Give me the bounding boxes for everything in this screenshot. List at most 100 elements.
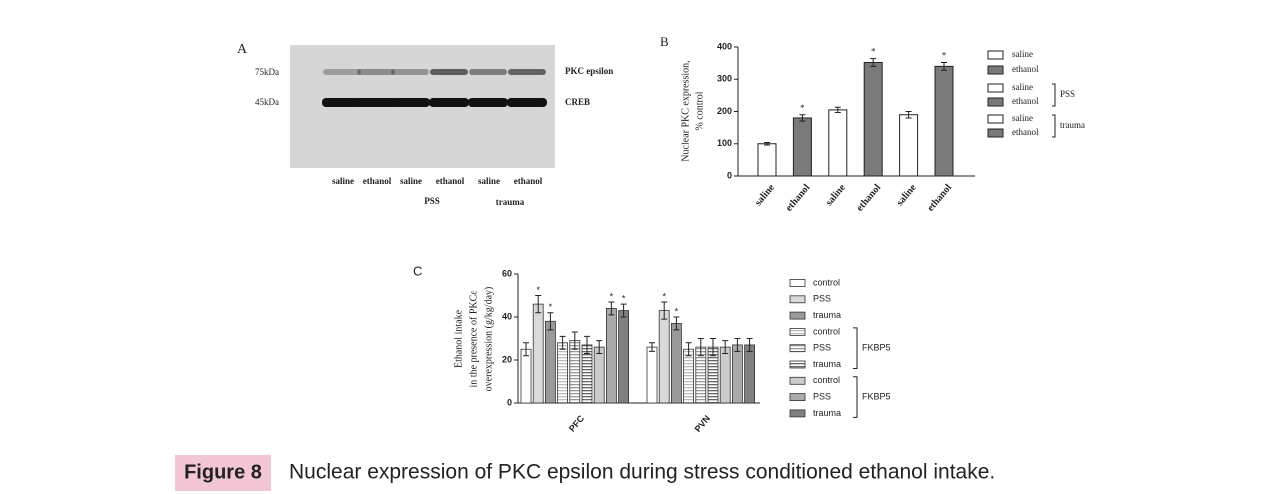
significance-mark: *: [675, 306, 679, 316]
legend-swatch: [789, 393, 806, 402]
y-tick-label: 60: [502, 268, 512, 278]
blot-band: [507, 98, 547, 107]
y-axis-label: Nuclear PKC expression,: [680, 60, 691, 161]
significance-mark: *: [800, 103, 805, 113]
error-bar: [571, 331, 578, 350]
legend-label: control: [813, 375, 840, 385]
bar: [934, 65, 954, 177]
legend-label: trauma: [813, 408, 841, 418]
legend-group-label: FKBP5: [862, 343, 891, 353]
x-tick-label: PFC: [567, 413, 587, 434]
error-bar: [870, 58, 877, 67]
legend-swatch: [987, 114, 1004, 124]
bar: [545, 320, 556, 404]
legend-swatch: [789, 311, 806, 320]
bar: [744, 344, 755, 404]
error-bar: [734, 338, 741, 352]
legend-swatch: [789, 409, 806, 418]
legend-bracket: [853, 327, 858, 369]
legend-swatch: [987, 65, 1004, 75]
blot-band: [390, 98, 430, 107]
error-bar: [620, 303, 627, 318]
legend-swatch: [987, 50, 1004, 60]
error-bar: [834, 106, 841, 113]
legend-group-label: FKBP5: [862, 391, 891, 401]
y-axis-label: Ethanol intake: [453, 309, 464, 368]
legend-swatch: [789, 295, 806, 304]
legend-label: PSS: [813, 343, 831, 353]
significance-mark: *: [610, 291, 614, 301]
legend-swatch: [987, 128, 1004, 138]
error-bar: [710, 338, 716, 357]
bar: [757, 143, 777, 177]
legend-swatch: [789, 344, 806, 353]
error-bar: [547, 312, 554, 331]
band-label: PKC epsilon: [565, 66, 613, 76]
blot-band: [469, 69, 507, 75]
error-bar: [673, 316, 680, 331]
x-tick-label: PVN: [693, 413, 713, 434]
error-bar: [535, 295, 542, 314]
bar: [569, 340, 581, 404]
x-tick-label: saline: [753, 182, 778, 208]
error-bar: [722, 340, 729, 355]
y-axis-label: overexpression (g/kg/day): [483, 287, 494, 392]
y-axis-label: % control: [694, 91, 705, 130]
lane-label: ethanol: [514, 176, 543, 186]
group-label: trauma: [496, 197, 525, 207]
lane-label: saline: [400, 176, 422, 186]
legend-group-label: PSS: [1060, 89, 1075, 99]
blot-band: [430, 69, 468, 75]
bar: [732, 344, 743, 404]
x-tick-label: ethanol: [784, 182, 813, 214]
legend-label: control: [813, 326, 840, 336]
y-tick-label: 300: [717, 74, 732, 84]
y-tick-label: 100: [717, 138, 732, 148]
blot-band: [356, 98, 396, 107]
error-bar: [799, 114, 806, 122]
blot-band: [357, 69, 395, 75]
panel-label: C: [413, 263, 422, 278]
bar: [646, 346, 658, 404]
significance-mark: *: [536, 285, 540, 295]
bar: [557, 342, 568, 404]
blot-panel: A 75kDa 45kDa PKC epsilon CREB PSS traum…: [237, 42, 613, 207]
bar: [683, 348, 694, 404]
legend-swatch: [789, 327, 806, 336]
x-tick-label: ethanol: [925, 182, 954, 214]
legend-swatch: [987, 83, 1004, 93]
y-tick-label: 0: [507, 397, 512, 407]
marker-label: 45kDa: [255, 97, 279, 107]
error-bar: [608, 301, 615, 316]
bar: [899, 114, 919, 177]
legend-swatch: [789, 376, 806, 385]
legend-label: PSS: [813, 294, 831, 304]
group-label: PSS: [424, 196, 440, 206]
lane-label: ethanol: [363, 176, 392, 186]
y-tick-label: 400: [717, 41, 732, 51]
bar: [593, 346, 605, 404]
error-bar: [649, 342, 655, 352]
lane-label: saline: [332, 176, 354, 186]
error-bar: [559, 335, 566, 350]
panel-label: A: [237, 42, 248, 57]
legend-bracket: [1052, 114, 1056, 138]
blot-band: [322, 98, 362, 107]
error-bar: [697, 338, 704, 357]
legend-label: saline: [1012, 49, 1033, 59]
lane-label: ethanol: [436, 176, 465, 186]
y-tick-label: 40: [502, 311, 512, 321]
legend-swatch: [789, 360, 806, 369]
x-tick-label: saline: [824, 182, 849, 208]
bar: [792, 117, 812, 177]
legend-label: trauma: [813, 310, 841, 320]
legend-label: ethanol: [1012, 127, 1039, 137]
band-label: CREB: [565, 97, 590, 107]
marker-label: 75kDa: [255, 67, 279, 77]
panel-label: B: [660, 34, 669, 49]
legend-label: PSS: [813, 391, 831, 401]
bar: [719, 346, 731, 404]
bar: [863, 61, 883, 177]
blot-band: [508, 69, 546, 75]
